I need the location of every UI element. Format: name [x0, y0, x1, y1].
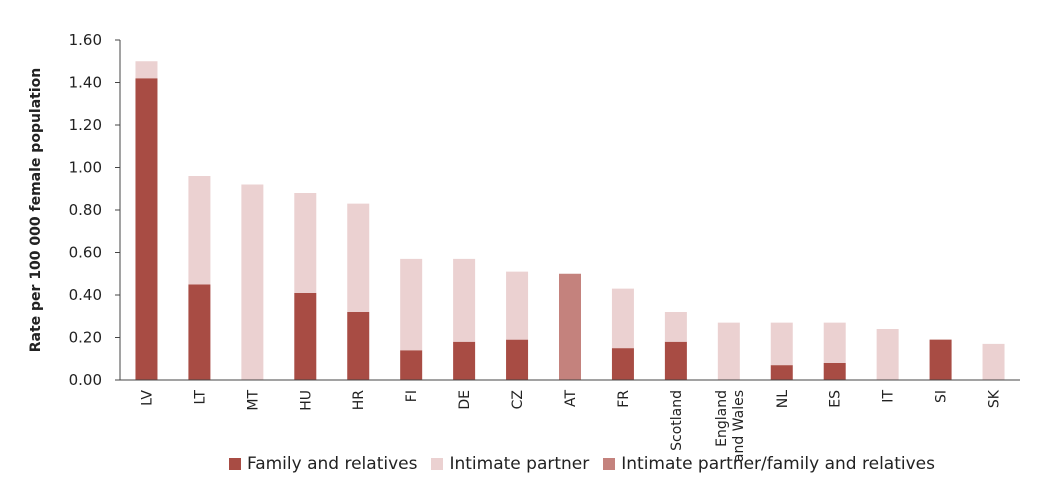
x-tick-label: AT — [563, 390, 579, 407]
y-tick-label: 1.60 — [69, 31, 102, 49]
bar-segment — [188, 176, 211, 285]
bar-segment — [506, 271, 529, 340]
y-axis: 0.00 0.20 0.40 0.60 0.80 1.00 1.20 1.40 1.60 — [69, 31, 121, 389]
y-tick-label: 1.40 — [69, 74, 102, 92]
bar-segment — [717, 322, 740, 380]
bar-segment — [982, 343, 1005, 380]
legend-item-combined: Intimate partner/family and relatives — [603, 454, 935, 474]
x-tick-label: FR — [616, 390, 632, 408]
y-axis-label: Rate per 100 000 female population — [28, 68, 44, 353]
bar-segment — [664, 341, 687, 380]
legend-label: Intimate partner — [449, 454, 590, 474]
bar-segment — [294, 292, 317, 380]
legend-swatch — [431, 458, 444, 470]
legend-item-intimate-partner: Intimate partner — [431, 454, 589, 474]
x-tick-label: IT — [881, 390, 897, 403]
bar-segment — [506, 339, 529, 380]
x-tick-label: HU — [298, 390, 314, 411]
bar-segment — [770, 365, 793, 380]
x-tick-label: LT — [192, 390, 208, 405]
x-axis: LV LT MT HU HR FI DE CZ AT FR Scotland Englandand W… — [120, 379, 1020, 462]
bar-segment — [453, 258, 476, 342]
bar-segment — [241, 184, 264, 380]
bar-segment — [823, 363, 846, 380]
x-tick-label: MT — [245, 390, 261, 411]
bar-segment — [294, 193, 317, 293]
bar-segment — [347, 312, 370, 380]
x-tick-label: HR — [351, 390, 367, 411]
bar-segment — [611, 348, 634, 380]
bar-segment — [188, 284, 211, 380]
legend-swatch — [603, 458, 616, 470]
legend-swatch — [228, 458, 241, 470]
bar-segment — [453, 341, 476, 380]
bar-segment — [770, 322, 793, 366]
x-tick-label: SI — [934, 390, 950, 403]
y-tick-label: 1.20 — [69, 116, 102, 134]
legend: Family and relatives Intimate partner In… — [0, 454, 1044, 474]
bar-segment — [347, 203, 370, 312]
x-tick-label: Scotland — [669, 390, 685, 451]
x-tick-label: CZ — [510, 390, 526, 409]
legend-item-family: Family and relatives — [228, 454, 418, 474]
bar-segment — [400, 258, 423, 351]
bar-segment — [876, 329, 899, 380]
x-tick-label: LV — [139, 390, 155, 406]
legend-label: Intimate partner/family and relatives — [621, 454, 935, 474]
y-tick-label: 0.80 — [69, 201, 102, 219]
x-tick-label: SK — [987, 389, 1003, 408]
y-tick-label: 0.60 — [69, 244, 102, 262]
bar-segment — [135, 61, 158, 79]
y-tick-label: 0.40 — [69, 286, 102, 304]
y-tick-label: 0.00 — [69, 371, 102, 389]
x-tick-label: FI — [404, 390, 420, 402]
bar-segment — [135, 78, 158, 380]
bar-segment — [664, 312, 687, 342]
y-tick-label: 1.00 — [69, 159, 102, 177]
bar-segment — [611, 288, 634, 349]
bar-segment — [400, 350, 423, 380]
x-tick-label: NL — [775, 390, 791, 408]
y-tick-label: 0.20 — [69, 329, 102, 347]
legend-label: Family and relatives — [246, 454, 418, 474]
x-tick-label: Englandand Wales — [714, 390, 747, 462]
x-tick-label: ES — [828, 390, 844, 408]
x-tick-label: DE — [457, 390, 473, 410]
bar-segment — [559, 273, 581, 380]
bar-segment — [823, 322, 846, 363]
bars — [135, 61, 1005, 380]
bar-segment — [929, 339, 952, 380]
